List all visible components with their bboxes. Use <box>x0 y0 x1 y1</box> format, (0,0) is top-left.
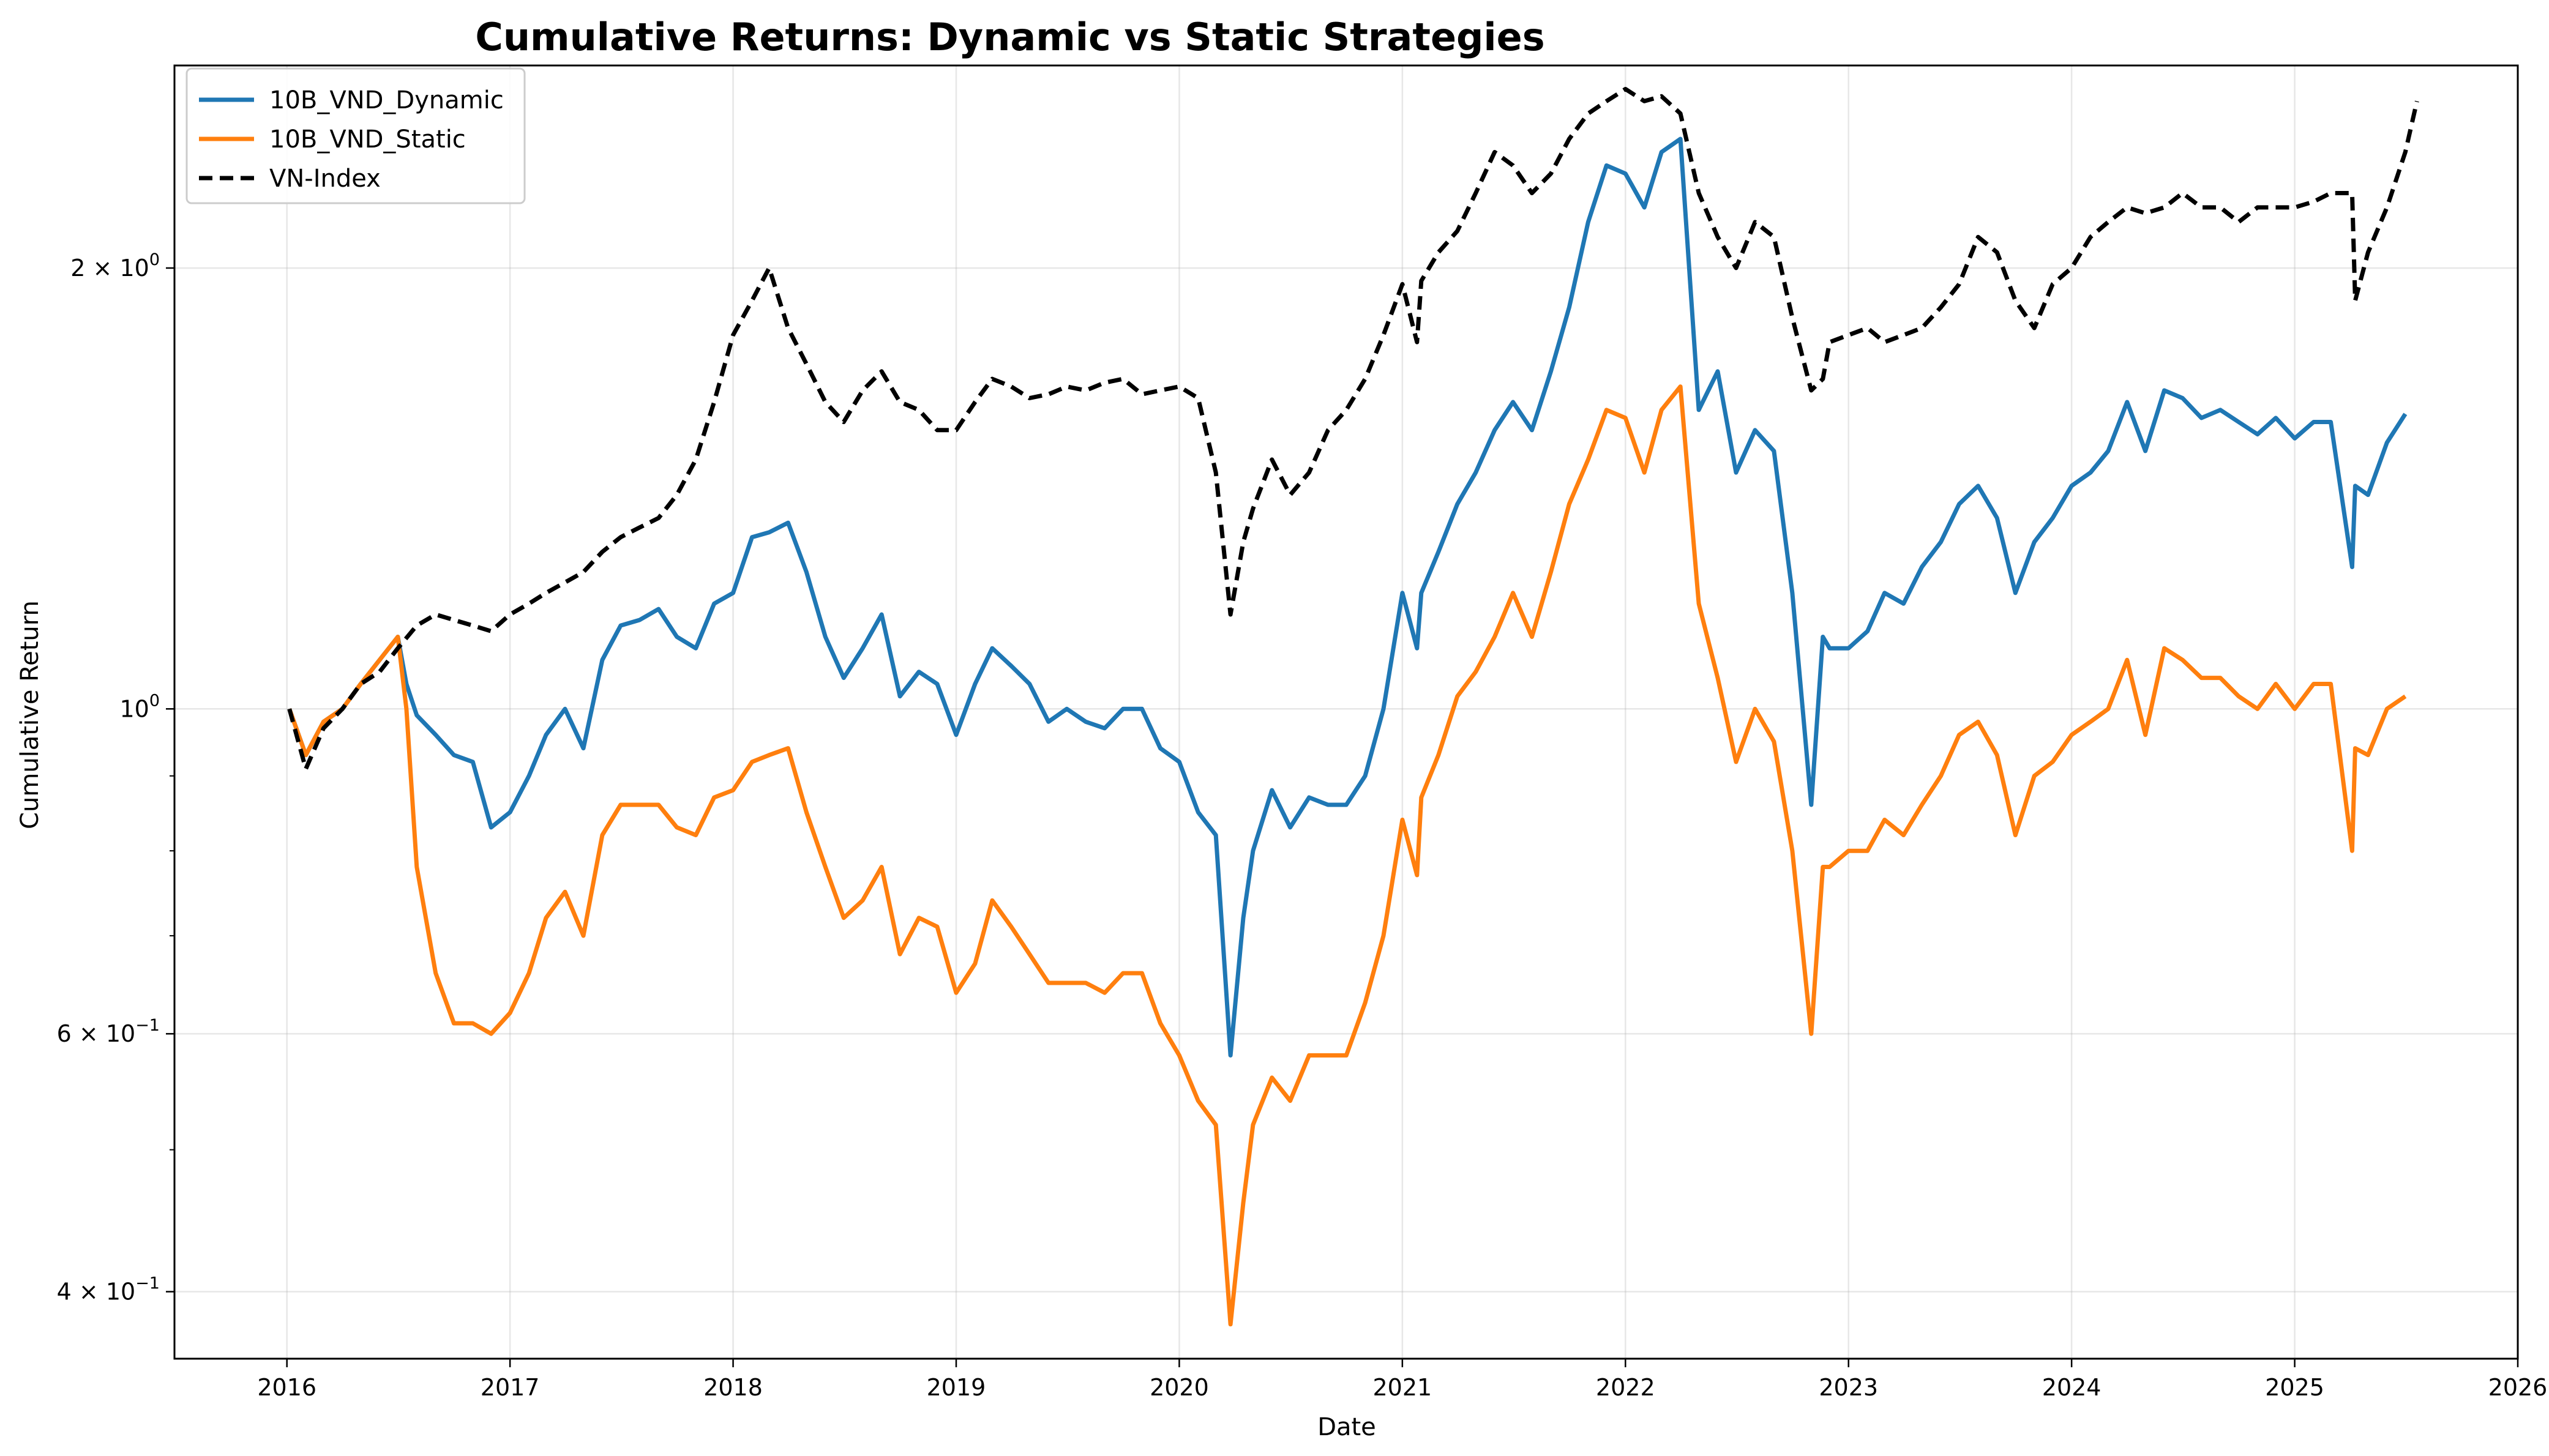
series-lines <box>287 87 2419 1327</box>
legend-label-static: 10B_VND_Static <box>269 125 466 154</box>
x-axis-ticks: 2016 2017 2018 2019 2020 2021 2022 2023 2024 2025… <box>257 1359 2547 1401</box>
x-tick-label: 2022 <box>1596 1374 1655 1401</box>
x-tick-label: 2017 <box>481 1374 540 1401</box>
x-tick-label: 2023 <box>1819 1374 1878 1401</box>
legend-label-dynamic: 10B_VND_Dynamic <box>269 86 504 114</box>
legend-box <box>185 67 526 204</box>
series-line-10b-vnd-static <box>287 384 2407 1327</box>
x-tick-label: 2026 <box>2488 1374 2548 1401</box>
x-tick-label: 2021 <box>1372 1374 1432 1401</box>
x-tick-label: 2020 <box>1150 1374 1209 1401</box>
plot-frame <box>173 64 2519 1360</box>
x-axis-label: Date <box>1317 1413 1376 1441</box>
x-tick-label: 2024 <box>2042 1374 2102 1401</box>
chart-title: Cumulative Returns: Dynamic vs Static St… <box>475 15 1544 59</box>
legend: 10B_VND_Dynamic 10B_VND_Static VN-Index <box>185 67 526 204</box>
x-tick-label: 2016 <box>257 1374 316 1401</box>
x-tick-label: 2025 <box>2265 1374 2324 1401</box>
series-line-vn-index <box>287 87 2419 771</box>
y-axis-label: Cumulative Return <box>16 600 44 829</box>
x-tick-label: 2018 <box>703 1374 763 1401</box>
y-tick-label: 2 × 100 <box>70 250 160 282</box>
series-line-10b-vnd-dynamic <box>287 136 2408 1058</box>
legend-label-vnindex: VN-Index <box>269 165 381 193</box>
x-tick-label: 2019 <box>927 1374 986 1401</box>
